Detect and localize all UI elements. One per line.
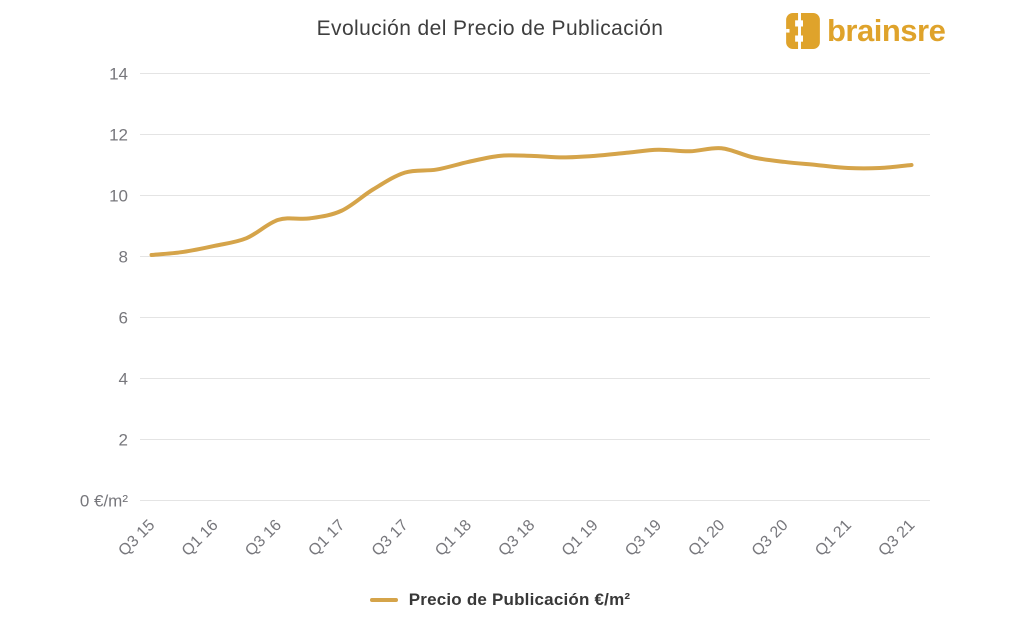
- x-axis-tick-label: Q1 21: [812, 517, 855, 560]
- price-evolution-line-chart: 14 12 10 8 6 4 2 0 €/m² Q3 15 Q1 16 Q3 16 Q1 17 Q3 1…: [80, 65, 930, 560]
- x-axis-tick-label: Q3 20: [749, 517, 792, 560]
- x-axis-tick-label: Q3 19: [622, 517, 665, 560]
- legend-line-swatch: [369, 598, 398, 602]
- y-axis-tick-label: 10: [109, 187, 128, 206]
- x-axis-tick-label: Q1 18: [432, 517, 475, 560]
- chart-legend: Precio de Publicación €/m²: [0, 590, 1000, 610]
- x-axis-tick-label: Q3 17: [369, 517, 412, 560]
- legend-label: Precio de Publicación €/m²: [408, 590, 631, 609]
- chart-title: Evolución del Precio de Publicación: [316, 17, 664, 40]
- y-axis-tick-label: 8: [119, 248, 128, 267]
- x-axis-tick-label: Q1 17: [305, 517, 348, 560]
- x-axis-tick-label: Q1 19: [559, 517, 602, 560]
- y-axis-tick-label: 2: [119, 431, 128, 450]
- x-axis-tick-label: Q3 16: [242, 517, 285, 560]
- x-axis-tick-label: Q3 21: [875, 517, 918, 560]
- brainsre-logo-icon: [786, 13, 820, 49]
- y-axis-tick-label: 0 €/m²: [80, 492, 129, 511]
- price-line-series: [149, 146, 914, 257]
- brainsre-logo: brainsre: [786, 13, 946, 49]
- brainsre-logo-text: brainsre: [827, 13, 946, 48]
- x-axis-tick-label: Q1 20: [685, 517, 728, 560]
- x-axis-tick-label: Q1 16: [179, 517, 222, 560]
- x-axis-tick-label: Q3 18: [495, 517, 538, 560]
- y-axis-tick-label: 4: [119, 370, 128, 389]
- y-axis-tick-label: 12: [109, 126, 128, 145]
- x-axis-tick-label: Q3 15: [115, 517, 158, 560]
- y-axis-tick-label: 14: [109, 65, 128, 84]
- y-axis-tick-label: 6: [119, 309, 128, 328]
